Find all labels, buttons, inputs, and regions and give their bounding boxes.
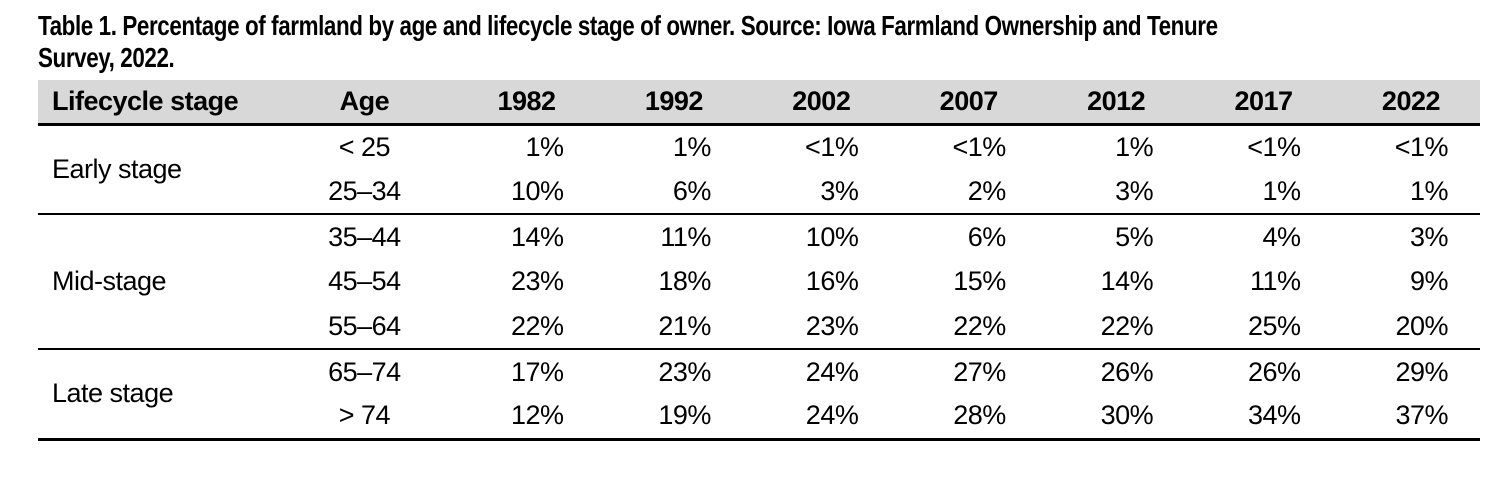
value-cell: 11% <box>660 221 711 252</box>
value-cell: 4% <box>1262 221 1302 252</box>
value-cell: 10% <box>805 221 859 252</box>
stage-label-late: Late stage <box>52 378 174 409</box>
value-cell: 3% <box>742 169 891 215</box>
age-cell: 55–64 <box>280 304 449 350</box>
age-cell: > 74 <box>338 400 391 431</box>
value-cell: 21% <box>595 304 743 350</box>
value-cell: 26% <box>1248 356 1301 387</box>
value-cell: 12% <box>510 400 564 431</box>
value-cell: 26% <box>1100 356 1154 387</box>
table-row: 25–34 10% 6% 3% 2% 3% 1% 1% <box>38 169 1480 215</box>
value-cell: 1% <box>525 131 565 162</box>
value-cell: 20% <box>1332 304 1480 350</box>
value-cell: 10% <box>448 169 596 215</box>
age-cell: 45–54 <box>328 266 401 296</box>
table-row: Mid-stage 35–44 14% 11% 10% 6% 5% 4% 3% <box>38 214 1480 350</box>
header-1982: 1982 <box>448 80 596 126</box>
header-lifecycle-stage: Lifecycle stage <box>38 80 281 126</box>
value-cell: 23% <box>510 266 564 296</box>
table-row: Late stage 65–74 17% 23% 24% 27% 26% 26%… <box>38 349 1480 409</box>
value-cell: <1% <box>1247 131 1301 162</box>
age-cell: 25–34 <box>280 169 449 215</box>
age-cell: 35–44 <box>328 221 401 252</box>
header-2022: 2022 <box>1332 80 1480 126</box>
value-cell: 9% <box>1409 266 1449 296</box>
value-cell: <1% <box>1394 131 1449 162</box>
value-cell: 16% <box>805 266 859 296</box>
farmland-table: Lifecycle stage Age 1982 1992 2002 2007 … <box>38 80 1480 441</box>
value-cell: 5% <box>1115 221 1154 252</box>
value-cell: 23% <box>658 356 711 387</box>
header-2002: 2002 <box>742 80 891 126</box>
value-cell: 30% <box>1100 400 1154 431</box>
value-cell: <1% <box>805 131 859 162</box>
value-cell: 1% <box>1115 131 1154 162</box>
header-1992: 1992 <box>595 80 743 126</box>
value-cell: 22% <box>890 304 1038 350</box>
value-cell: 25% <box>1185 304 1333 350</box>
value-cell: 1% <box>1185 169 1333 215</box>
value-cell: 6% <box>595 169 743 215</box>
value-cell: 22% <box>1037 304 1186 350</box>
age-cell: < 25 <box>338 131 391 162</box>
table-row: > 74 12% 19% 24% 28% 30% 34% 37% <box>38 394 1480 439</box>
value-cell: 27% <box>953 356 1006 387</box>
value-cell: 24% <box>805 356 859 387</box>
value-cell: 28% <box>953 400 1006 431</box>
value-cell: 22% <box>448 304 596 350</box>
value-cell: 18% <box>658 266 711 296</box>
value-cell: <1% <box>952 131 1006 162</box>
header-age: Age <box>280 80 449 126</box>
value-cell: 19% <box>658 400 711 431</box>
value-cell: 34% <box>1248 400 1301 431</box>
table-caption: Table 1. Percentage of farmland by age a… <box>38 10 1480 74</box>
value-cell: 14% <box>510 221 564 252</box>
table-row: 55–64 22% 21% 23% 22% 22% 25% 20% <box>38 304 1480 350</box>
value-cell: 24% <box>805 400 859 431</box>
value-cell: 6% <box>967 221 1007 252</box>
value-cell: 14% <box>1100 266 1154 296</box>
age-cell: 65–74 <box>328 356 401 387</box>
value-cell: 2% <box>890 169 1038 215</box>
value-cell: 1% <box>672 131 712 162</box>
stage-label-early: Early stage <box>38 124 281 215</box>
stage-label-mid: Mid-stage <box>38 214 281 350</box>
header-2017: 2017 <box>1185 80 1333 126</box>
value-cell: 15% <box>953 266 1006 296</box>
value-cell: 11% <box>1250 266 1301 296</box>
table-row: 45–54 23% 18% 16% 15% 14% 11% 9% <box>38 259 1480 304</box>
value-cell: 1% <box>1332 169 1480 215</box>
table-header-row: Lifecycle stage Age 1982 1992 2002 2007 … <box>38 80 1480 126</box>
value-cell: 29% <box>1395 356 1448 387</box>
header-2007: 2007 <box>890 80 1038 126</box>
value-cell: 37% <box>1395 400 1448 431</box>
header-2012: 2012 <box>1037 80 1186 126</box>
value-cell: 23% <box>742 304 891 350</box>
table-caption-line2: Survey, 2022. <box>38 42 175 73</box>
table-caption-line1: Table 1. Percentage of farmland by age a… <box>38 10 1218 41</box>
value-cell: 3% <box>1409 221 1449 252</box>
value-cell: 3% <box>1037 169 1186 215</box>
table-row: Early stage < 25 1% 1% <1% <1% 1% <1% <1… <box>38 124 1480 215</box>
value-cell: 17% <box>510 356 564 387</box>
